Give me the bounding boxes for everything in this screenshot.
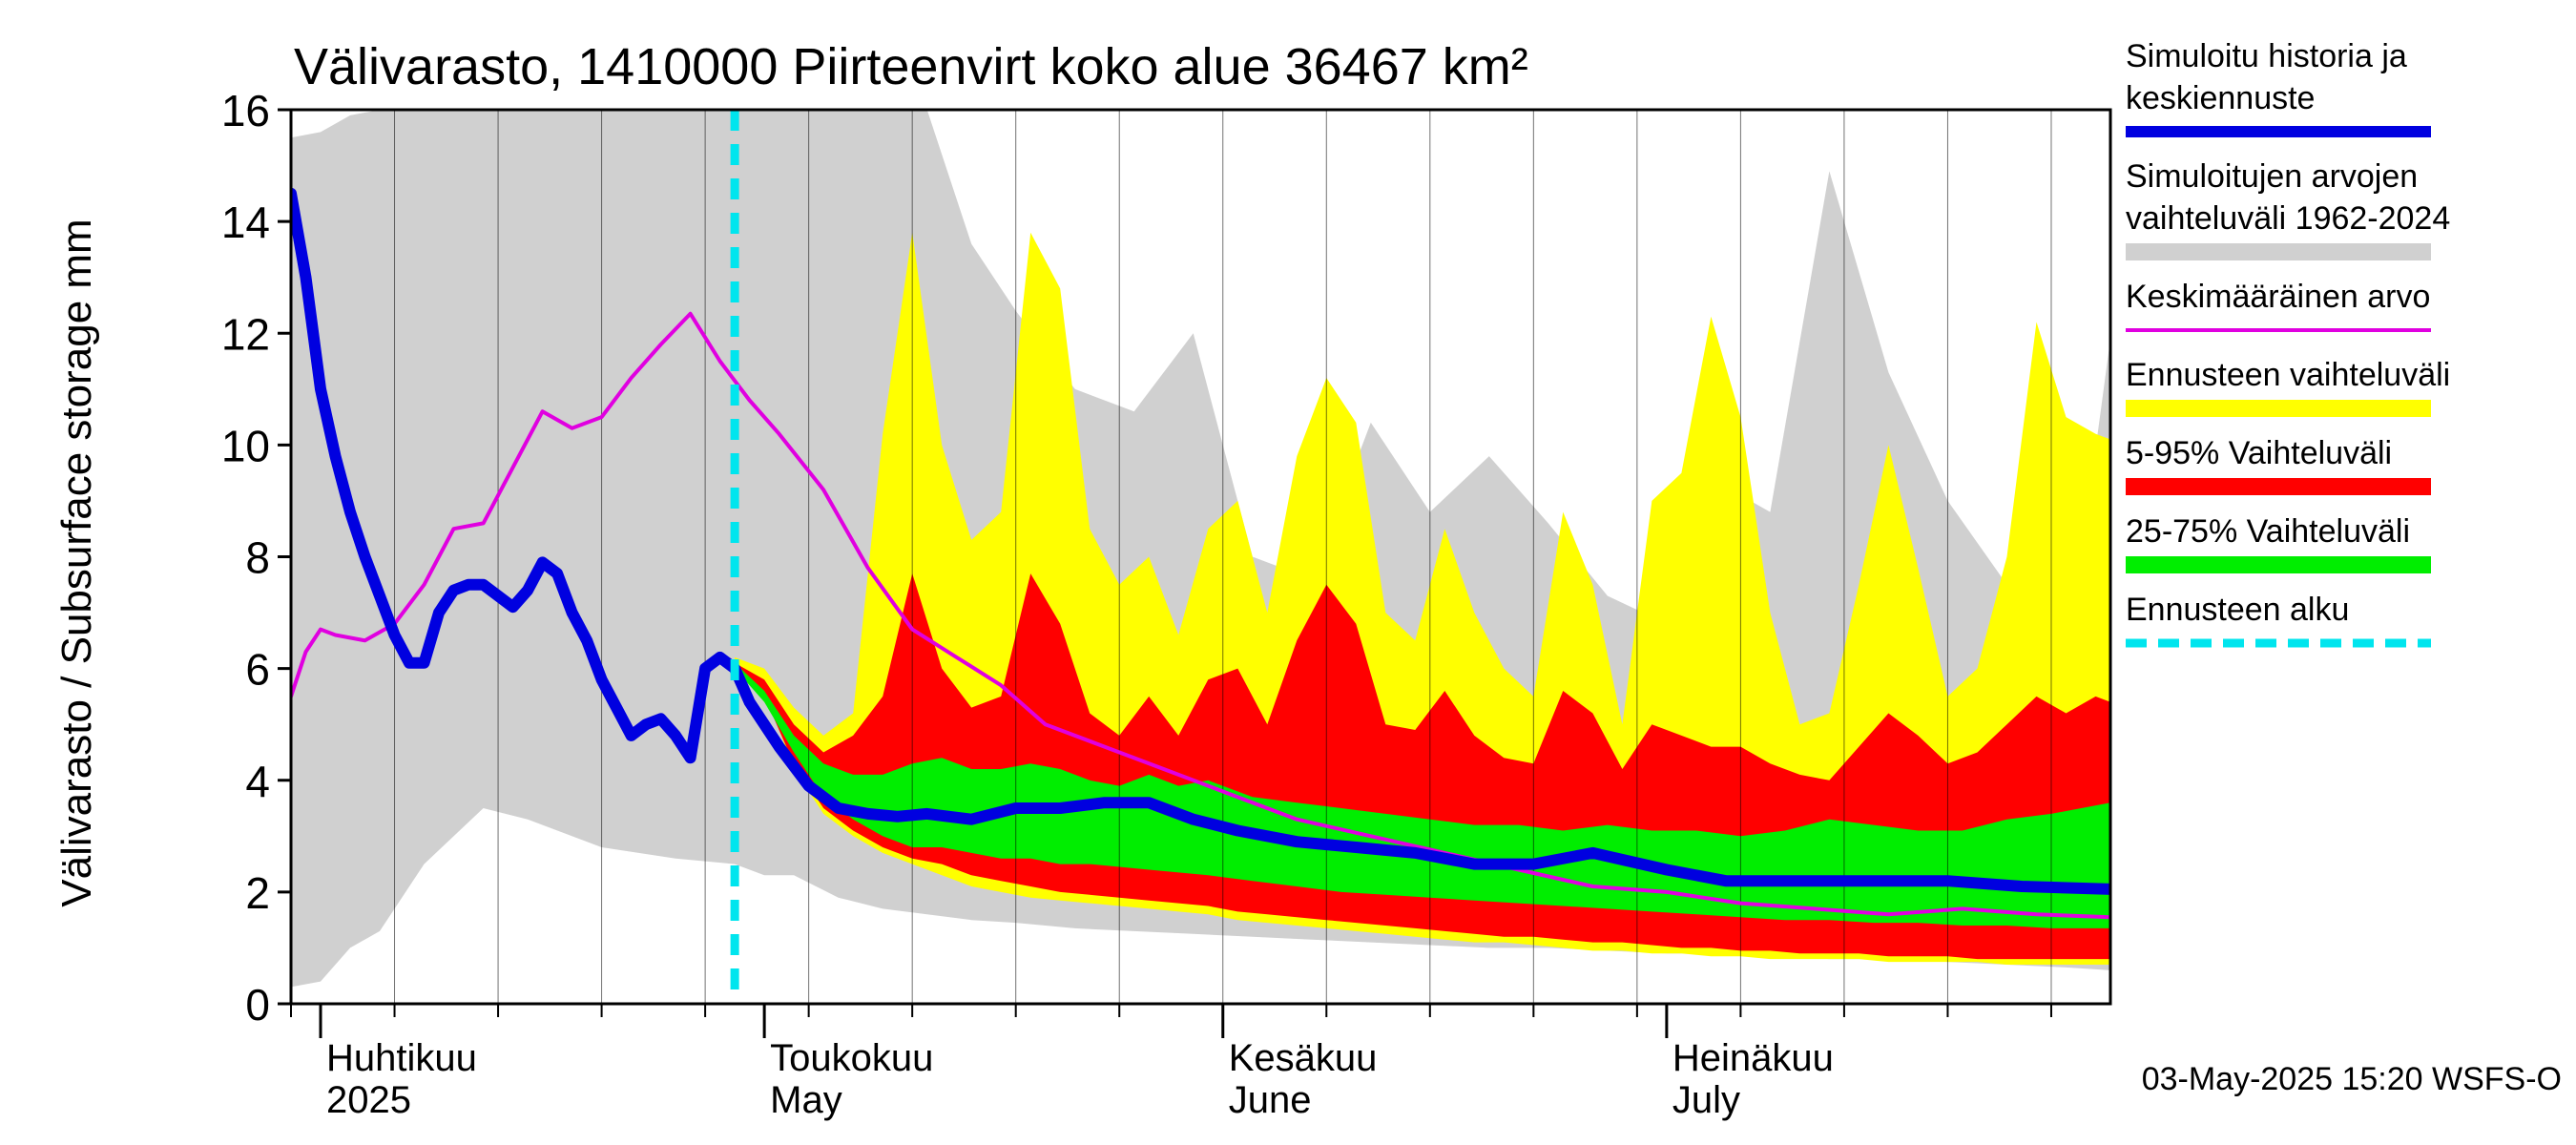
legend-label: Simuloitujen arvojen xyxy=(2126,158,2418,195)
y-axis: 0 2 4 6 8 10 12 14 16 xyxy=(221,86,291,1030)
band-3 xyxy=(735,662,2110,928)
legend-label: 25-75% Vaihteluväli xyxy=(2126,513,2410,550)
x-month-label: Heinäkuu xyxy=(1672,1037,1834,1079)
lines-layer xyxy=(291,110,2110,1004)
y-axis-label: Välivarasto / Subsurface storage mm xyxy=(53,219,100,906)
y-tick-label: 4 xyxy=(245,757,270,806)
y-tick-label: 2 xyxy=(245,868,270,918)
history-forecast-line xyxy=(291,187,2110,895)
x-month-sublabel: May xyxy=(770,1079,842,1121)
legend: Simuloitu historia ja keskiennuste Simuloi… xyxy=(2126,38,2450,648)
y-tick-label: 8 xyxy=(245,533,270,583)
x-month-sublabel: 2025 xyxy=(326,1079,411,1121)
y-tick-label: 12 xyxy=(221,309,270,359)
legend-label: Keskimääräinen arvo xyxy=(2126,279,2430,315)
legend-label: 5-95% Vaihteluväli xyxy=(2126,435,2392,471)
y-tick-label: 16 xyxy=(221,86,270,135)
x-month-sublabel: July xyxy=(1672,1079,1740,1121)
mean-line xyxy=(291,311,2110,920)
grid-layer xyxy=(394,110,2052,1004)
x-month-sublabel: June xyxy=(1229,1079,1312,1121)
legend-label: keskiennuste xyxy=(2126,80,2315,116)
legend-label: Ennusteen alku xyxy=(2126,592,2349,628)
legend-label: vaihteluväli 1962-2024 xyxy=(2126,200,2450,237)
x-month-label: Huhtikuu xyxy=(326,1037,477,1079)
x-month-label: Toukokuu xyxy=(770,1037,933,1079)
bands-layer xyxy=(291,110,2110,988)
x-month-label: Kesäkuu xyxy=(1229,1037,1378,1079)
chart-title: Välivarasto, 1410000 Piirteenvirt koko a… xyxy=(294,38,1528,95)
y-tick-label: 10 xyxy=(221,421,270,470)
y-tick-label: 14 xyxy=(221,198,270,247)
legend-label: Simuloitu historia ja xyxy=(2126,38,2407,74)
y-tick-label: 6 xyxy=(245,645,270,695)
legend-label: Ennusteen vaihteluväli xyxy=(2126,357,2450,393)
y-tick-label: 0 xyxy=(245,980,270,1030)
footer-timestamp: 03-May-2025 15:20 WSFS-O xyxy=(2142,1061,2562,1097)
